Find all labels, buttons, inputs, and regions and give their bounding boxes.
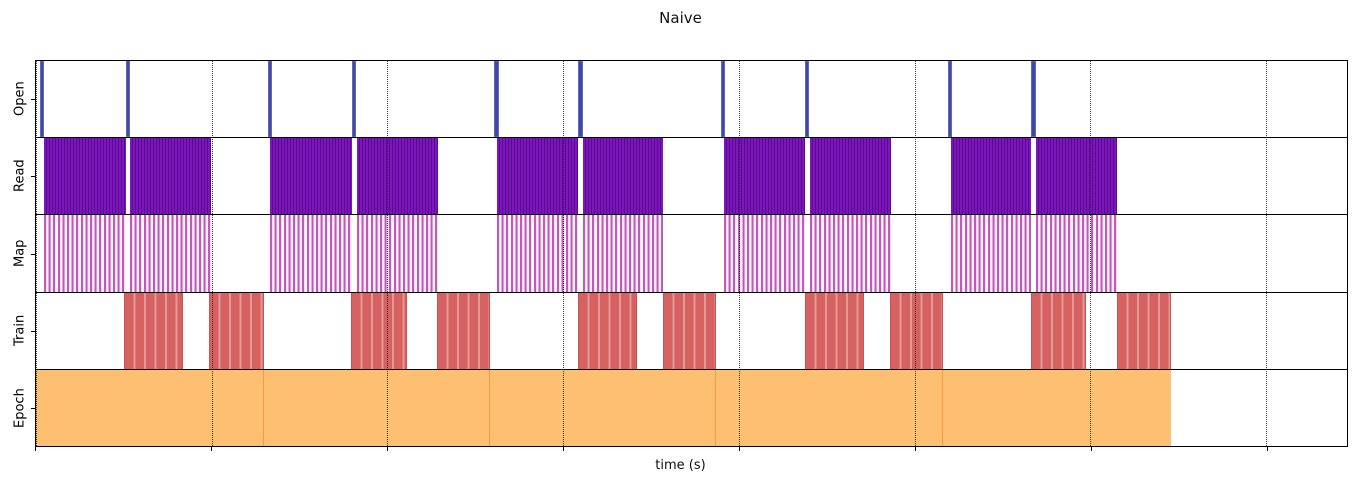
open-segment <box>578 61 583 138</box>
epoch-segment <box>715 369 943 447</box>
row-label-map: Map <box>12 239 28 268</box>
train-segment <box>350 292 408 369</box>
map-segment <box>1036 215 1118 292</box>
lane-epoch <box>36 369 1347 447</box>
open-segment <box>720 61 726 138</box>
read-segment <box>497 138 579 215</box>
epoch-segment <box>263 369 491 447</box>
row-label-read: Read <box>12 159 28 192</box>
read-segment <box>583 138 664 215</box>
x-tick <box>387 447 388 451</box>
lane-open <box>36 61 1347 139</box>
map-segment <box>583 215 664 292</box>
row-label-train: Train <box>12 314 28 347</box>
lane-map <box>36 215 1347 293</box>
x-tick <box>915 447 916 451</box>
lane-train <box>36 292 1347 370</box>
open-segment <box>125 61 131 138</box>
epoch-segment <box>942 369 1172 447</box>
read-segment <box>950 138 1032 215</box>
map-segment <box>723 215 805 292</box>
lane-read <box>36 138 1347 216</box>
x-tick <box>739 447 740 451</box>
open-segment <box>804 61 810 138</box>
train-segment <box>1117 292 1172 369</box>
map-segment <box>950 215 1032 292</box>
read-segment <box>43 138 126 215</box>
read-segment <box>723 138 805 215</box>
x-tick <box>35 447 36 451</box>
plot-area <box>35 60 1348 447</box>
x-tick <box>1091 447 1092 451</box>
y-tick <box>31 176 35 177</box>
map-segment <box>497 215 579 292</box>
map-segment <box>43 215 126 292</box>
y-tick <box>31 331 35 332</box>
x-tick <box>211 447 212 451</box>
open-segment <box>1031 61 1036 138</box>
open-segment <box>39 61 45 138</box>
read-segment <box>1036 138 1118 215</box>
open-segment <box>947 61 953 138</box>
map-segment <box>129 215 211 292</box>
train-segment <box>663 292 716 369</box>
y-tick <box>31 408 35 409</box>
row-label-open: Open <box>12 81 28 116</box>
open-segment <box>351 61 356 138</box>
lanes-container <box>36 61 1347 447</box>
read-segment <box>269 138 352 215</box>
y-tick <box>31 254 35 255</box>
train-segment <box>208 292 264 369</box>
open-segment <box>494 61 499 138</box>
train-segment <box>804 292 864 369</box>
read-segment <box>129 138 211 215</box>
read-segment <box>356 138 439 215</box>
train-segment <box>437 292 491 369</box>
x-tick <box>1267 447 1268 451</box>
train-segment <box>1031 292 1087 369</box>
read-segment <box>809 138 891 215</box>
epoch-segment <box>36 369 264 447</box>
map-segment <box>809 215 891 292</box>
map-segment <box>356 215 439 292</box>
train-segment <box>889 292 943 369</box>
open-segment <box>267 61 273 138</box>
epoch-segment <box>490 369 716 447</box>
chart-title: Naive <box>659 9 702 27</box>
row-label-epoch: Epoch <box>12 388 28 429</box>
x-tick <box>563 447 564 451</box>
train-segment <box>578 292 638 369</box>
y-tick <box>31 99 35 100</box>
map-segment <box>269 215 352 292</box>
x-axis-label: time (s) <box>655 458 706 473</box>
train-segment <box>123 292 183 369</box>
